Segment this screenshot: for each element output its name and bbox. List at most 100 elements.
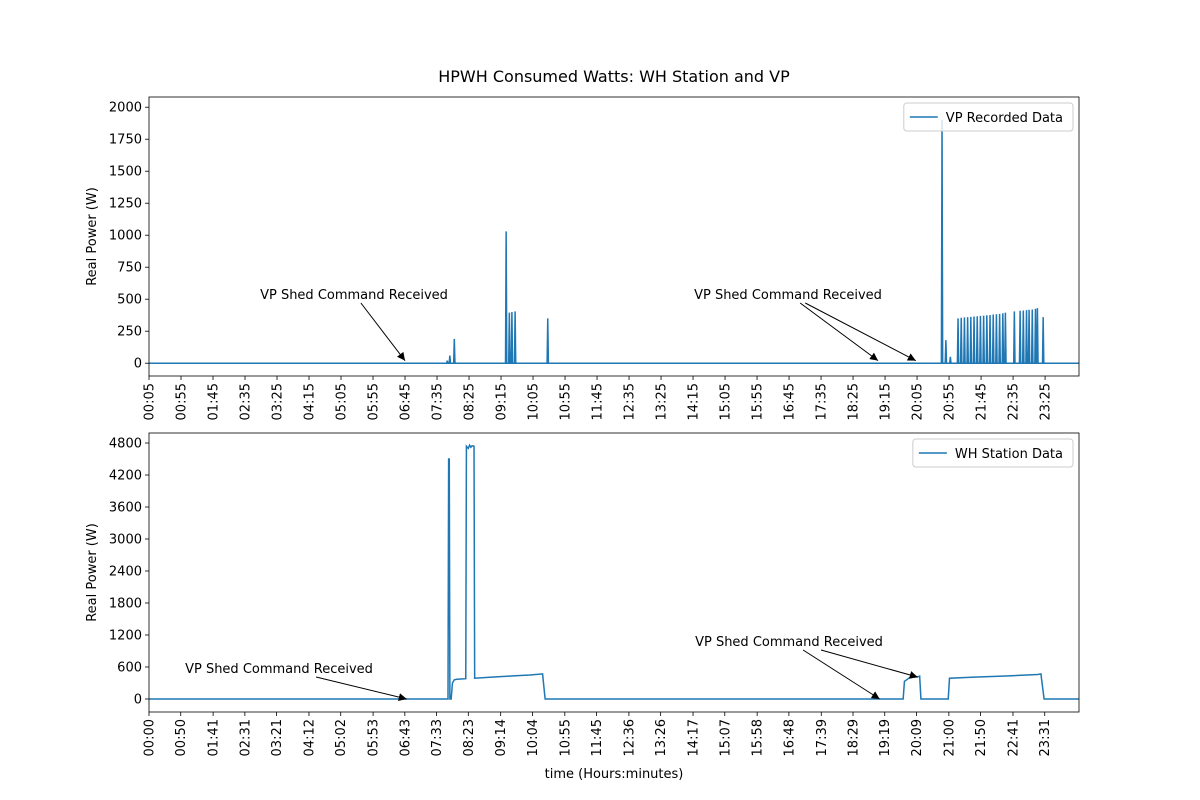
x-tick-label: 03:25: [271, 383, 286, 420]
x-tick-label: 05:02: [334, 719, 349, 756]
legend: WH Station Data: [912, 438, 1074, 468]
x-tick-label: 00:05: [143, 383, 158, 420]
x-tick-label: 10:55: [558, 719, 573, 756]
x-tick-label: 19:15: [879, 383, 894, 420]
annotation-text: VP Shed Command Received: [694, 288, 882, 303]
x-tick-label: 08:25: [463, 383, 478, 420]
x-tick-label: 10:04: [526, 719, 541, 756]
y-tick-label: 750: [117, 261, 142, 276]
x-tick-label: 03:21: [270, 719, 285, 756]
x-tick-label: 01:41: [207, 719, 222, 756]
x-tick-label: 15:58: [751, 719, 766, 756]
x-tick-label: 21:50: [974, 719, 989, 756]
x-tick-label: 20:05: [911, 383, 926, 420]
x-tick-label: 13:25: [655, 383, 670, 420]
x-axis-label: time (Hours:minutes): [545, 767, 684, 782]
x-tick-label: 06:45: [399, 383, 414, 420]
annotation-arrow: [315, 676, 407, 701]
annotation-arrow: [802, 649, 880, 700]
x-tick-label: 13:26: [654, 719, 669, 756]
annotation-text: VP Shed Command Received: [260, 288, 448, 303]
y-tick-label: 1750: [109, 133, 142, 148]
x-tick-label: 21:00: [942, 719, 957, 756]
y-tick-label: 250: [117, 325, 142, 340]
x-tick-label: 18:29: [847, 719, 862, 756]
x-tick-label: 05:53: [367, 719, 382, 756]
x-tick-label: 06:43: [398, 719, 413, 756]
y-tick-label: 2400: [109, 565, 142, 580]
x-tick-label: 16:45: [783, 383, 798, 420]
x-tick-label: 10:05: [527, 383, 542, 420]
y-tick-label: 1250: [109, 197, 142, 212]
y-tick-label: 3600: [109, 501, 142, 516]
x-tick-label: 23:25: [1039, 383, 1054, 420]
x-tick-label: 18:25: [847, 383, 862, 420]
y-tick-label: 4200: [109, 469, 142, 484]
x-tick-label: 02:35: [239, 383, 254, 420]
x-tick-label: 04:15: [303, 383, 318, 420]
x-tick-label: 09:14: [494, 719, 509, 756]
x-tick-label: 07:35: [431, 383, 446, 420]
x-tick-label: 07:33: [430, 719, 445, 756]
annotation-arrow: [805, 302, 917, 362]
x-tick-label: 15:05: [719, 383, 734, 420]
legend-label: WH Station Data: [955, 447, 1063, 462]
x-tick-label: 15:55: [751, 383, 766, 420]
y-tick-label: 500: [117, 293, 142, 308]
annotation-arrow: [799, 302, 879, 362]
x-tick-label: 11:45: [590, 719, 605, 756]
x-tick-label: 09:15: [495, 383, 510, 420]
legend: VP Recorded Data: [903, 102, 1074, 132]
x-tick-label: 01:45: [207, 383, 222, 420]
x-tick-label: 19:19: [878, 719, 893, 756]
x-tick-label: 22:41: [1006, 719, 1021, 756]
x-tick-label: 02:31: [238, 719, 253, 756]
axes-frame: [148, 432, 1080, 713]
legend-box: [903, 102, 1074, 132]
y-tick-label: 0: [134, 357, 142, 372]
y-tick-label: 1500: [109, 165, 142, 180]
data-line: [149, 443, 1079, 700]
x-tick-label: 14:17: [687, 719, 702, 756]
y-axis-label: Real Power (W): [85, 523, 100, 622]
y-axis-label: Real Power (W): [85, 187, 100, 286]
y-tick-label: 600: [117, 660, 142, 675]
x-tick-label: 20:55: [943, 383, 958, 420]
annotation-text: VP Shed Command Received: [185, 662, 373, 677]
x-tick-label: 05:55: [367, 383, 382, 420]
x-tick-label: 10:55: [559, 383, 574, 420]
x-tick-label: 22:35: [1007, 383, 1022, 420]
x-tick-label: 00:55: [175, 383, 190, 420]
x-tick-label: 16:48: [782, 719, 797, 756]
x-tick-label: 17:39: [815, 719, 830, 756]
x-tick-label: 23:31: [1038, 719, 1053, 756]
plot-area: [149, 97, 1079, 376]
x-tick-label: 08:23: [462, 719, 477, 756]
y-tick-label: 1000: [109, 229, 142, 244]
legend-box: [912, 438, 1074, 468]
x-tick-label: 12:35: [623, 383, 638, 420]
y-tick-label: 0: [134, 692, 142, 707]
y-tick-label: 1800: [109, 597, 142, 612]
chart-title: HPWH Consumed Watts: WH Station and VP: [438, 67, 790, 86]
legend-label: VP Recorded Data: [946, 111, 1063, 126]
y-tick-label: 2000: [109, 101, 142, 116]
annotation-arrow: [360, 302, 406, 361]
y-tick-label: 4800: [109, 437, 142, 452]
plot-area: [149, 433, 1079, 712]
axes-frame: [148, 96, 1080, 377]
x-tick-label: 04:12: [302, 719, 317, 756]
annotation-text: VP Shed Command Received: [695, 635, 883, 650]
x-tick-label: 21:45: [975, 383, 990, 420]
annotation-arrow: [820, 649, 918, 679]
y-tick-label: 1200: [109, 628, 142, 643]
x-tick-label: 05:05: [335, 383, 350, 420]
x-tick-label: 17:35: [815, 383, 830, 420]
x-tick-label: 00:00: [143, 719, 158, 756]
x-tick-label: 15:07: [718, 719, 733, 756]
x-tick-label: 00:50: [174, 719, 189, 756]
y-tick-label: 3000: [109, 533, 142, 548]
x-tick-label: 20:09: [910, 719, 925, 756]
x-tick-label: 11:45: [591, 383, 606, 420]
